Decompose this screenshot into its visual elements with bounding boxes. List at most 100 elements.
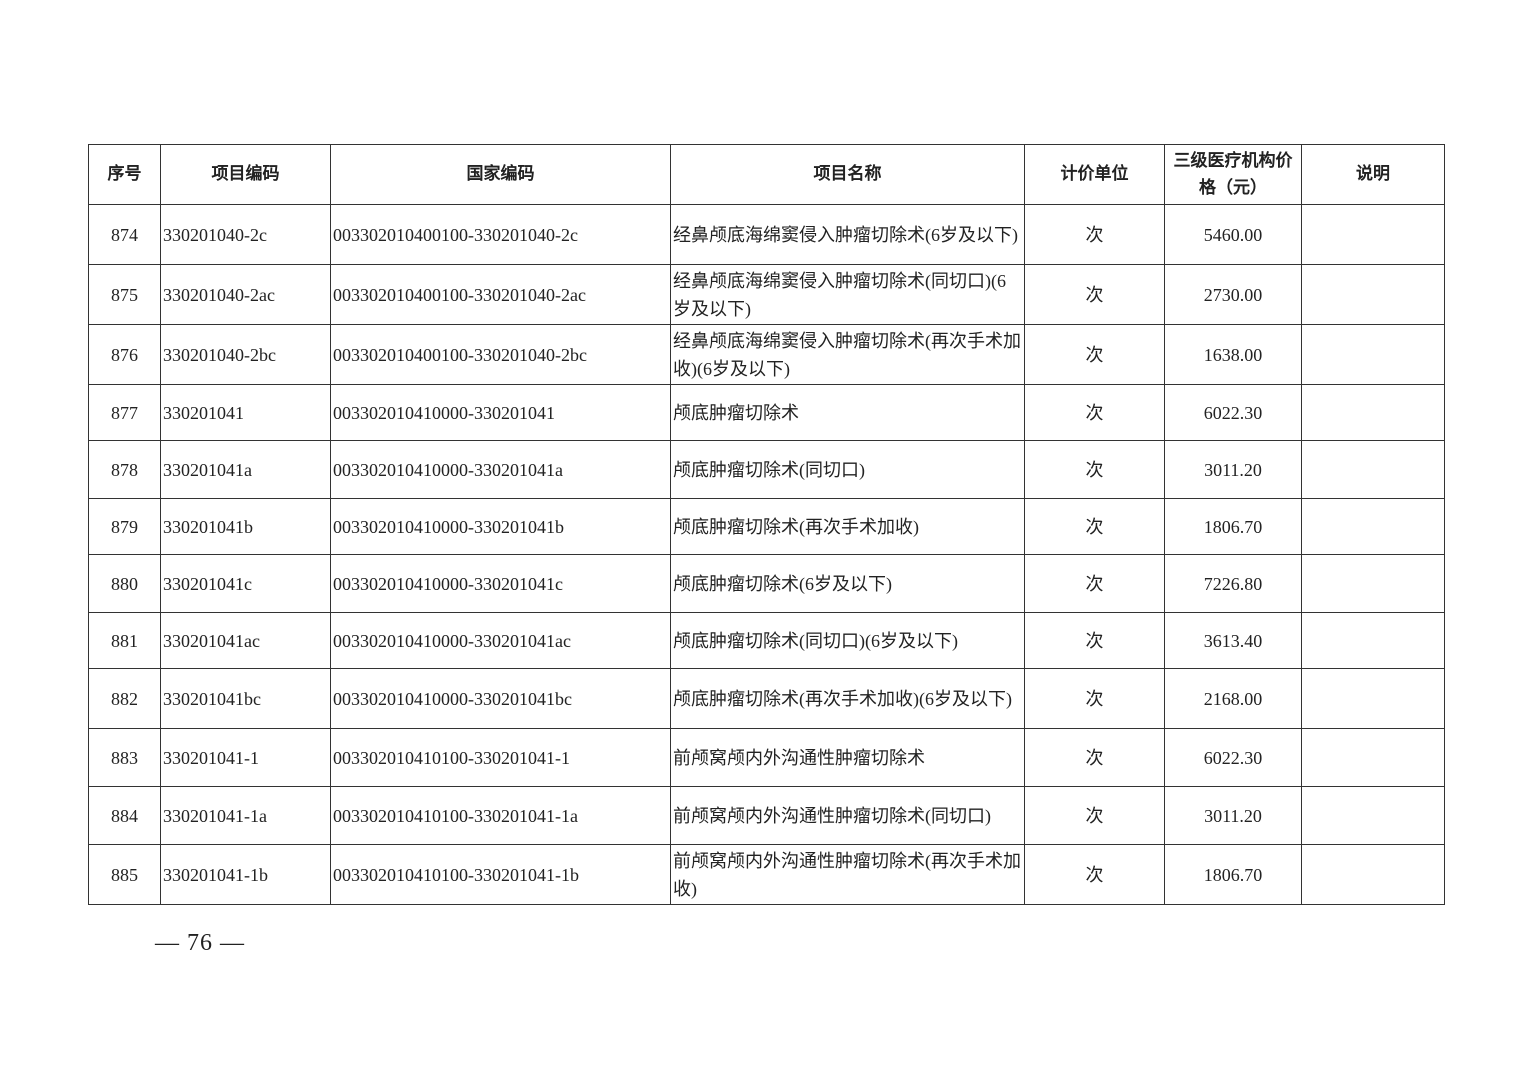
row-no: 885 (88, 844, 161, 905)
row-no: 877 (88, 384, 161, 441)
row-no: 880 (88, 554, 161, 613)
row-note (1301, 384, 1445, 441)
row-price: 5460.00 (1164, 204, 1302, 265)
row-name: 颅底肿瘤切除术 (670, 384, 1025, 441)
row-unit: 次 (1024, 668, 1165, 729)
table-row: 877 330201041 003302010410000-330201041 颅底肿… (88, 384, 1445, 441)
row-price: 3011.20 (1164, 440, 1302, 499)
row-national-code: 003302010410000-330201041bc (330, 668, 671, 729)
row-unit: 次 (1024, 324, 1165, 385)
row-unit: 次 (1024, 728, 1165, 787)
row-name: 前颅窝颅内外沟通性肿瘤切除术 (670, 728, 1025, 787)
row-unit: 次 (1024, 612, 1165, 669)
row-price: 1638.00 (1164, 324, 1302, 385)
table-row: 876 330201040-2bc 003302010400100-33020104… (88, 324, 1445, 385)
header-no: 序号 (88, 144, 161, 205)
table-header-row: 序号 项目编码 国家编码 项目名称 计价单位 三级医疗机构价格（元） 说明 (88, 144, 1445, 205)
row-price: 7226.80 (1164, 554, 1302, 613)
row-name: 颅底肿瘤切除术(再次手术加收)(6岁及以下) (670, 668, 1025, 729)
row-national-code: 003302010410100-330201041-1b (330, 844, 671, 905)
row-name: 颅底肿瘤切除术(6岁及以下) (670, 554, 1025, 613)
header-note: 说明 (1301, 144, 1445, 205)
row-code: 330201041c (160, 554, 331, 613)
row-no: 879 (88, 498, 161, 555)
header-national-code: 国家编码 (330, 144, 671, 205)
row-no: 876 (88, 324, 161, 385)
row-national-code: 003302010400100-330201040-2c (330, 204, 671, 265)
row-note (1301, 786, 1445, 845)
header-unit: 计价单位 (1024, 144, 1165, 205)
row-price: 2730.00 (1164, 264, 1302, 325)
row-unit: 次 (1024, 498, 1165, 555)
row-no: 884 (88, 786, 161, 845)
row-price: 1806.70 (1164, 844, 1302, 905)
header-code: 项目编码 (160, 144, 331, 205)
table-row: 875 330201040-2ac 003302010400100-33020104… (88, 264, 1445, 325)
table-row: 884 330201041-1a 003302010410100-330201041… (88, 786, 1445, 845)
header-name: 项目名称 (670, 144, 1025, 205)
row-note (1301, 264, 1445, 325)
row-price: 1806.70 (1164, 498, 1302, 555)
row-no: 883 (88, 728, 161, 787)
row-note (1301, 844, 1445, 905)
row-national-code: 003302010410000-330201041c (330, 554, 671, 613)
row-price: 6022.30 (1164, 384, 1302, 441)
row-no: 881 (88, 612, 161, 669)
row-no: 878 (88, 440, 161, 499)
table-row: 885 330201041-1b 003302010410100-330201041… (88, 844, 1445, 905)
price-table: 序号 项目编码 国家编码 项目名称 计价单位 三级医疗机构价格（元） 说明 87… (88, 144, 1445, 905)
row-national-code: 003302010400100-330201040-2ac (330, 264, 671, 325)
page-number: — 76 — (155, 930, 245, 956)
row-name: 颅底肿瘤切除术(同切口) (670, 440, 1025, 499)
row-unit: 次 (1024, 204, 1165, 265)
row-national-code: 003302010410000-330201041a (330, 440, 671, 499)
row-name: 经鼻颅底海绵窦侵入肿瘤切除术(6岁及以下) (670, 204, 1025, 265)
row-national-code: 003302010410000-330201041ac (330, 612, 671, 669)
row-national-code: 003302010410000-330201041 (330, 384, 671, 441)
table-row: 883 330201041-1 003302010410100-330201041-… (88, 728, 1445, 787)
row-code: 330201041a (160, 440, 331, 499)
row-code: 330201040-2c (160, 204, 331, 265)
table-row: 882 330201041bc 003302010410000-330201041b… (88, 668, 1445, 729)
row-note (1301, 728, 1445, 787)
row-unit: 次 (1024, 384, 1165, 441)
row-unit: 次 (1024, 440, 1165, 499)
row-code: 330201041bc (160, 668, 331, 729)
row-note (1301, 324, 1445, 385)
row-code: 330201040-2bc (160, 324, 331, 385)
row-note (1301, 612, 1445, 669)
row-note (1301, 554, 1445, 613)
row-name: 颅底肿瘤切除术(同切口)(6岁及以下) (670, 612, 1025, 669)
row-price: 6022.30 (1164, 728, 1302, 787)
row-national-code: 003302010410100-330201041-1 (330, 728, 671, 787)
table-row: 879 330201041b 003302010410000-330201041b 颅… (88, 498, 1445, 555)
row-price: 3011.20 (1164, 786, 1302, 845)
row-name: 前颅窝颅内外沟通性肿瘤切除术(同切口) (670, 786, 1025, 845)
row-code: 330201041 (160, 384, 331, 441)
row-note (1301, 498, 1445, 555)
row-price: 3613.40 (1164, 612, 1302, 669)
row-no: 875 (88, 264, 161, 325)
row-national-code: 003302010410100-330201041-1a (330, 786, 671, 845)
row-code: 330201041-1b (160, 844, 331, 905)
row-name: 颅底肿瘤切除术(再次手术加收) (670, 498, 1025, 555)
row-code: 330201041-1 (160, 728, 331, 787)
row-note (1301, 440, 1445, 499)
table-row: 874 330201040-2c 003302010400100-330201040… (88, 204, 1445, 265)
row-no: 882 (88, 668, 161, 729)
table-row: 881 330201041ac 003302010410000-330201041a… (88, 612, 1445, 669)
row-name: 经鼻颅底海绵窦侵入肿瘤切除术(同切口)(6岁及以下) (670, 264, 1025, 325)
row-note (1301, 668, 1445, 729)
row-unit: 次 (1024, 786, 1165, 845)
row-note (1301, 204, 1445, 265)
row-code: 330201041-1a (160, 786, 331, 845)
row-code: 330201041b (160, 498, 331, 555)
table-row: 880 330201041c 003302010410000-330201041c 颅… (88, 554, 1445, 613)
row-national-code: 003302010400100-330201040-2bc (330, 324, 671, 385)
row-code: 330201041ac (160, 612, 331, 669)
row-unit: 次 (1024, 844, 1165, 905)
row-name: 经鼻颅底海绵窦侵入肿瘤切除术(再次手术加收)(6岁及以下) (670, 324, 1025, 385)
table-row: 878 330201041a 003302010410000-330201041a 颅… (88, 440, 1445, 499)
row-no: 874 (88, 204, 161, 265)
row-price: 2168.00 (1164, 668, 1302, 729)
